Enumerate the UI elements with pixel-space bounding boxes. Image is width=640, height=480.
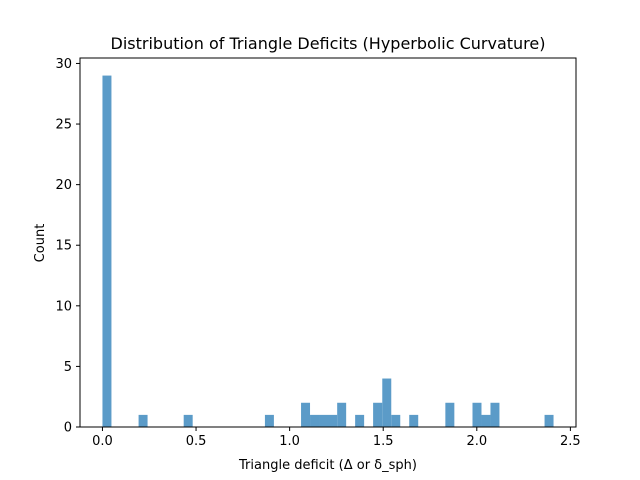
x-tick-label: 0.0 xyxy=(92,434,113,449)
y-tick-label: 25 xyxy=(55,118,72,133)
histogram-bar-6 xyxy=(319,414,328,427)
y-tick-label: 30 xyxy=(55,57,72,72)
plot-frame xyxy=(79,57,577,428)
histogram-bar-7 xyxy=(328,414,338,427)
histogram-bar-17 xyxy=(490,402,500,427)
histogram-bar-11 xyxy=(382,378,392,427)
histogram-bar-12 xyxy=(391,414,401,427)
x-tick-label: 2.5 xyxy=(560,434,581,449)
histogram-bar-1 xyxy=(138,414,148,427)
histogram-bar-13 xyxy=(409,414,419,427)
y-tick-label: 20 xyxy=(55,178,72,193)
histogram-bar-5 xyxy=(310,414,320,427)
y-axis-label: Count xyxy=(33,224,48,263)
histogram-bar-3 xyxy=(264,414,274,427)
x-axis-ticks: 0.0 0.5 1.0 1.5 2.0 2.5 xyxy=(92,427,581,449)
chart-title: Distribution of Triangle Deficits (Hyper… xyxy=(111,34,546,53)
histogram-bars xyxy=(102,75,554,428)
histogram-bar-0 xyxy=(102,75,112,428)
histogram-bar-2 xyxy=(183,414,193,427)
y-tick-label: 10 xyxy=(55,299,72,314)
x-axis-label: Triangle deficit (Δ or δ_sph) xyxy=(238,458,417,473)
histogram-bar-15 xyxy=(472,402,482,427)
x-tick-label: 1.5 xyxy=(373,434,394,449)
histogram-bar-10 xyxy=(373,402,383,427)
y-tick-label: 0 xyxy=(64,421,72,436)
x-tick-label: 1.0 xyxy=(279,434,300,449)
y-tick-label: 15 xyxy=(55,239,72,254)
y-axis-ticks: 0 5 10 15 20 25 30 xyxy=(55,57,80,436)
histogram-bar-18 xyxy=(544,414,554,427)
histogram-bar-9 xyxy=(355,414,365,427)
histogram-bar-8 xyxy=(337,402,347,427)
x-tick-label: 2.0 xyxy=(466,434,487,449)
y-tick-label: 5 xyxy=(64,360,72,375)
histogram-bar-4 xyxy=(301,402,311,427)
x-tick-label: 0.5 xyxy=(186,434,207,449)
histogram-bar-14 xyxy=(445,402,455,427)
histogram-bar-16 xyxy=(481,414,491,427)
